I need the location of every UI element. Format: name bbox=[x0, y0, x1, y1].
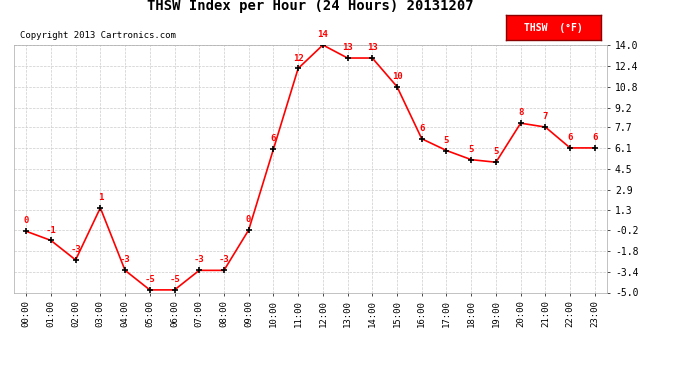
Text: -1: -1 bbox=[46, 225, 57, 234]
Text: 6: 6 bbox=[419, 124, 424, 133]
Text: 14: 14 bbox=[317, 30, 328, 39]
Text: 0: 0 bbox=[23, 216, 29, 225]
Text: 8: 8 bbox=[518, 108, 523, 117]
Text: -3: -3 bbox=[219, 255, 229, 264]
Text: -5: -5 bbox=[169, 275, 180, 284]
Text: -5: -5 bbox=[144, 275, 155, 284]
Text: 1: 1 bbox=[98, 193, 103, 202]
Text: 5: 5 bbox=[444, 136, 449, 145]
Title: THSW Index per Hour (24 Hours) 20131207: THSW Index per Hour (24 Hours) 20131207 bbox=[147, 0, 474, 13]
Text: -3: -3 bbox=[119, 255, 130, 264]
Text: 10: 10 bbox=[392, 72, 402, 81]
Text: Copyright 2013 Cartronics.com: Copyright 2013 Cartronics.com bbox=[20, 31, 176, 40]
Text: 6: 6 bbox=[592, 133, 598, 142]
Text: 13: 13 bbox=[367, 43, 377, 52]
Text: 5: 5 bbox=[469, 145, 474, 154]
Text: 5: 5 bbox=[493, 147, 499, 156]
Text: -3: -3 bbox=[194, 255, 205, 264]
Text: 0: 0 bbox=[246, 215, 251, 224]
Text: 6: 6 bbox=[270, 134, 276, 143]
Text: 12: 12 bbox=[293, 54, 304, 63]
Text: -3: -3 bbox=[70, 245, 81, 254]
Text: 13: 13 bbox=[342, 43, 353, 52]
Text: 7: 7 bbox=[543, 112, 548, 121]
Text: 6: 6 bbox=[567, 133, 573, 142]
